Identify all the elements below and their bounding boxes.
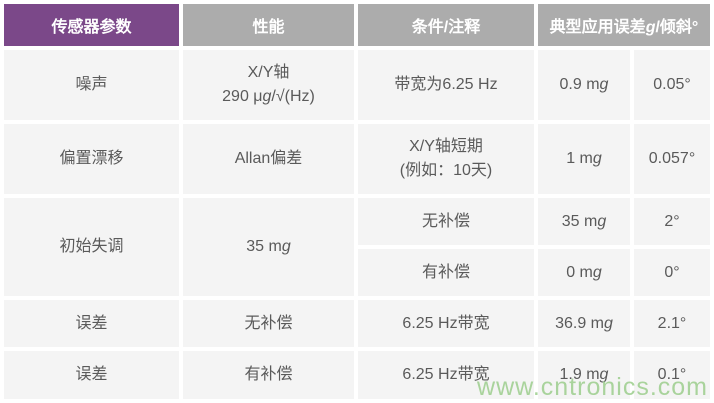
cell-error-g: 36.9 mg <box>538 300 630 347</box>
cell-error-tilt: 0° <box>634 249 710 296</box>
cell-error-g: 1.9 mg <box>538 351 630 399</box>
cell-performance: X/Y轴 290 μg/√(Hz) <box>183 50 354 120</box>
cell-error-g: 1 mg <box>538 124 630 194</box>
cell-error-tilt: 0.1° <box>634 351 710 399</box>
cell-condition: 6.25 Hz带宽 <box>358 351 534 399</box>
cell-condition: 有补偿 <box>358 249 534 296</box>
cell-param: 噪声 <box>4 50 179 120</box>
cell-performance: Allan偏差 <box>183 124 354 194</box>
cell-performance: 有补偿 <box>183 351 354 399</box>
cell-error-tilt: 2.1° <box>634 300 710 347</box>
header-performance: 性能 <box>183 4 354 46</box>
cell-performance: 35 mg <box>183 198 354 296</box>
header-typical-application-error: 典型应用误差g/倾斜° <box>538 4 710 46</box>
cell-condition: 6.25 Hz带宽 <box>358 300 534 347</box>
cell-error-g: 0 mg <box>538 249 630 296</box>
header-conditions-notes: 条件/注释 <box>358 4 534 46</box>
header-sensor-parameter: 传感器参数 <box>4 4 179 46</box>
cell-error-g: 0.9 mg <box>538 50 630 120</box>
cell-param: 误差 <box>4 351 179 399</box>
cell-param: 初始失调 <box>4 198 179 296</box>
cell-param: 误差 <box>4 300 179 347</box>
cell-condition: 带宽为6.25 Hz <box>358 50 534 120</box>
cell-condition: 无补偿 <box>358 198 534 245</box>
cell-error-g: 35 mg <box>538 198 630 245</box>
cell-error-tilt: 0.05° <box>634 50 710 120</box>
cell-param: 偏置漂移 <box>4 124 179 194</box>
cell-error-tilt: 0.057° <box>634 124 710 194</box>
cell-performance: 无补偿 <box>183 300 354 347</box>
cell-error-tilt: 2° <box>634 198 710 245</box>
cell-condition: X/Y轴短期 (例如：10天) <box>358 124 534 194</box>
